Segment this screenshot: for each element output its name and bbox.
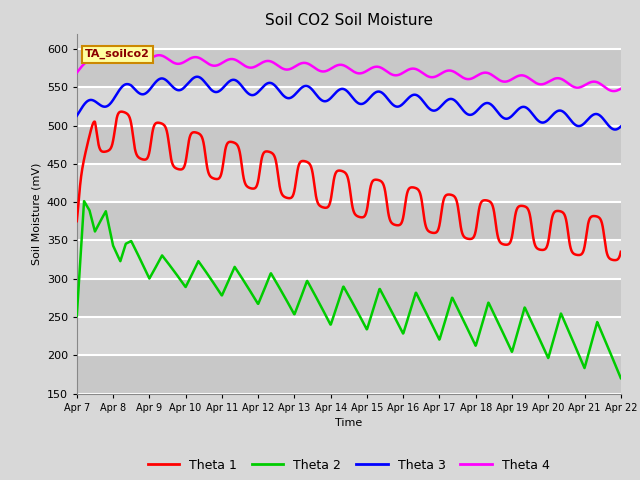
Bar bbox=[77, 202, 621, 240]
Bar bbox=[77, 279, 621, 317]
Title: Soil CO2 Soil Moisture: Soil CO2 Soil Moisture bbox=[265, 13, 433, 28]
Bar bbox=[77, 240, 621, 279]
Bar bbox=[77, 87, 621, 125]
Bar bbox=[77, 125, 621, 164]
Bar bbox=[77, 317, 621, 355]
Legend: Theta 1, Theta 2, Theta 3, Theta 4: Theta 1, Theta 2, Theta 3, Theta 4 bbox=[143, 454, 554, 477]
Text: TA_soilco2: TA_soilco2 bbox=[85, 49, 150, 59]
Bar bbox=[77, 49, 621, 87]
Bar bbox=[77, 164, 621, 202]
Y-axis label: Soil Moisture (mV): Soil Moisture (mV) bbox=[31, 162, 41, 265]
X-axis label: Time: Time bbox=[335, 418, 362, 428]
Bar bbox=[77, 355, 621, 394]
